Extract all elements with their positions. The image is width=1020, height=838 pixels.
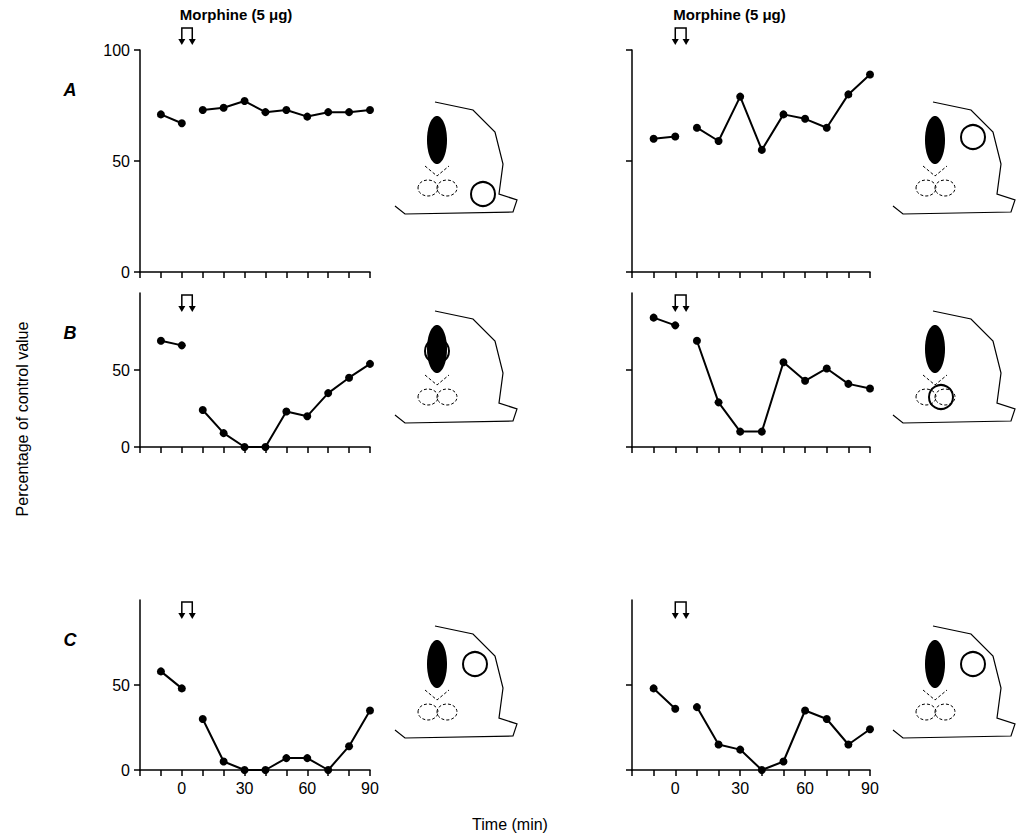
svg-text:B: B <box>64 323 77 343</box>
svg-text:90: 90 <box>361 780 379 797</box>
svg-text:Morphine (5 μg): Morphine (5 μg) <box>673 6 786 23</box>
svg-text:60: 60 <box>796 780 814 797</box>
svg-text:Time (min): Time (min) <box>472 816 548 833</box>
svg-text:A: A <box>63 80 77 100</box>
svg-text:C: C <box>64 630 78 650</box>
svg-text:50: 50 <box>112 362 130 379</box>
svg-text:0: 0 <box>177 780 186 797</box>
svg-text:100: 100 <box>103 42 130 59</box>
svg-text:Morphine (5 μg): Morphine (5 μg) <box>180 6 293 23</box>
svg-text:0: 0 <box>671 780 680 797</box>
svg-text:50: 50 <box>112 677 130 694</box>
svg-text:30: 30 <box>236 780 254 797</box>
svg-text:60: 60 <box>298 780 316 797</box>
svg-text:0: 0 <box>121 439 130 456</box>
svg-text:0: 0 <box>121 762 130 779</box>
svg-text:30: 30 <box>731 780 749 797</box>
svg-text:0: 0 <box>121 264 130 281</box>
svg-text:Percentage of control value: Percentage of control value <box>14 322 31 517</box>
svg-text:50: 50 <box>112 153 130 170</box>
svg-text:90: 90 <box>861 780 879 797</box>
